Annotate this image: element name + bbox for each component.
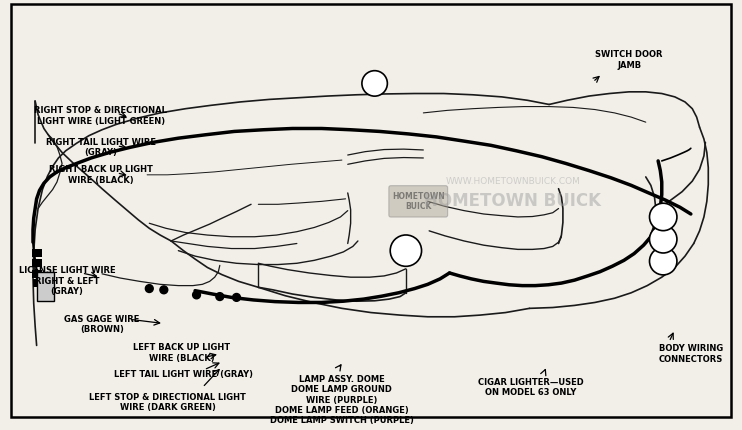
Text: LEFT TAIL LIGHT WIRE (GRAY): LEFT TAIL LIGHT WIRE (GRAY) — [114, 370, 253, 379]
Text: RIGHT STOP & DIRECTIONAL
LIGHT WIRE (LIGHT GREEN): RIGHT STOP & DIRECTIONAL LIGHT WIRE (LIG… — [34, 106, 167, 126]
Text: SWITCH DOOR
JAMB: SWITCH DOOR JAMB — [595, 50, 663, 70]
Text: RIGHT BACK UP LIGHT
WIRE (BLACK): RIGHT BACK UP LIGHT WIRE (BLACK) — [49, 165, 153, 184]
Text: GAS GAGE WIRE
(BROWN): GAS GAGE WIRE (BROWN) — [65, 315, 139, 334]
Circle shape — [362, 71, 387, 96]
Circle shape — [145, 285, 153, 292]
Circle shape — [232, 294, 240, 301]
Circle shape — [216, 293, 224, 301]
Text: HOMETOWN BUICK: HOMETOWN BUICK — [424, 192, 601, 210]
Bar — [32, 249, 42, 257]
Circle shape — [193, 291, 200, 299]
Circle shape — [160, 286, 168, 294]
Text: LEFT BACK UP LIGHT
WIRE (BLACK): LEFT BACK UP LIGHT WIRE (BLACK) — [134, 343, 231, 363]
Text: BODY WIRING
CONNECTORS: BODY WIRING CONNECTORS — [659, 344, 723, 363]
Text: LICENSE LIGHT WIRE
RIGHT & LEFT
(GRAY): LICENSE LIGHT WIRE RIGHT & LEFT (GRAY) — [19, 267, 116, 296]
Text: HOMETOWN
BUICK: HOMETOWN BUICK — [392, 192, 444, 211]
Text: LAMP ASSY. DOME
DOME LAMP GROUND
WIRE (PURPLE)
DOME LAMP FEED (ORANGE)
DOME LAMP: LAMP ASSY. DOME DOME LAMP GROUND WIRE (P… — [270, 375, 414, 426]
FancyBboxPatch shape — [389, 186, 447, 217]
Bar — [33, 270, 42, 278]
Bar — [33, 279, 42, 287]
Circle shape — [649, 203, 677, 230]
Text: WWW.HOMETOWNBUICK.COM: WWW.HOMETOWNBUICK.COM — [445, 178, 580, 187]
Text: LEFT STOP & DIRECTIONAL LIGHT
WIRE (DARK GREEN): LEFT STOP & DIRECTIONAL LIGHT WIRE (DARK… — [89, 393, 246, 412]
Circle shape — [649, 247, 677, 275]
Circle shape — [390, 235, 421, 266]
Text: RIGHT TAIL LIGHT WIRE
(GRAY): RIGHT TAIL LIGHT WIRE (GRAY) — [45, 138, 156, 157]
Text: CIGAR LIGHTER—USED
ON MODEL 63 ONLY: CIGAR LIGHTER—USED ON MODEL 63 ONLY — [478, 378, 584, 397]
Bar — [36, 272, 54, 301]
Circle shape — [649, 226, 677, 253]
Bar — [32, 259, 42, 267]
